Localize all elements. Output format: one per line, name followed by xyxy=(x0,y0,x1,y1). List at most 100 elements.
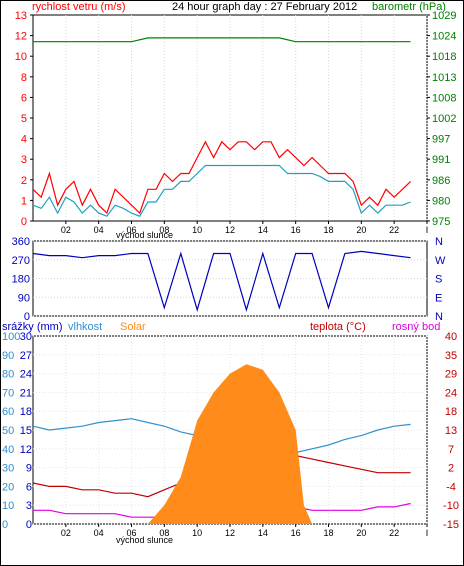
barometer-right-tick-label: 1024 xyxy=(432,31,456,43)
climate-x-tick-label: 16 xyxy=(291,528,301,538)
rain-tick-label: 12 xyxy=(20,444,32,456)
humidity-tick-label: 10 xyxy=(2,500,14,512)
wind-left-tick-label: 12 xyxy=(15,31,27,43)
climate-x-tick-label: 22 xyxy=(389,528,399,538)
wind-left-tick-label: 3 xyxy=(21,154,27,166)
humidity-tick-label: 50 xyxy=(2,425,14,437)
sunrise-note-top: východ slunce xyxy=(116,230,173,240)
humidity-tick-label: 20 xyxy=(2,481,14,493)
series-v-tr-n-razy xyxy=(32,164,411,217)
solar-axis-label: Solar xyxy=(120,321,146,333)
temperature-axis-label: teplota (°C) xyxy=(310,321,366,333)
humidity-tick-label: 30 xyxy=(2,463,14,475)
climate-x-tick-label: 20 xyxy=(356,528,366,538)
direction-right-tick-label: E xyxy=(435,292,442,304)
humidity-tick-label: 0 xyxy=(2,519,8,531)
humidity-tick-label: 60 xyxy=(2,406,14,418)
rain-tick-label: 27 xyxy=(20,350,32,362)
panel-wind-x-ticks: 02 04 06 08 10 12 14 16 18 20 22 I xyxy=(61,221,428,235)
climate-x-tick-label: 08 xyxy=(159,528,169,538)
barometer-right-tick-label: 997 xyxy=(432,134,450,146)
wind-left-tick-label: 0 xyxy=(21,216,27,228)
wind-x-tick-label: 18 xyxy=(323,225,333,235)
humidity-axis-label: vlhkost xyxy=(68,321,102,333)
wind-x-tick-label: 14 xyxy=(258,225,268,235)
barometer-right-tick-label: 975 xyxy=(432,216,450,228)
wind-left-tick-label: 6 xyxy=(21,92,27,104)
barometer-right-tick-label: 1013 xyxy=(432,72,456,84)
rain-tick-label: 24 xyxy=(20,369,32,381)
panel-climate-right-ticks: -15 -10 -4 2 7 13 18 24 29 35 40 xyxy=(443,331,459,531)
climate-x-tick-label: 18 xyxy=(323,528,333,538)
wind-x-tick-label: 12 xyxy=(225,225,235,235)
direction-left-tick-label: 180 xyxy=(12,274,30,286)
direction-right-tick-label: W xyxy=(435,255,446,267)
wind-left-tick-label: 5 xyxy=(21,113,27,125)
wind-left-tick-label: 13 xyxy=(15,10,27,22)
temperature-tick-label: 7 xyxy=(448,444,454,456)
panel-climate-x-ticks: 02 04 06 08 10 12 14 16 18 20 22 I xyxy=(61,524,428,538)
wind-left-tick-label: 8 xyxy=(21,72,27,84)
humidity-tick-label: 40 xyxy=(2,444,14,456)
temperature-tick-label: -4 xyxy=(446,481,456,493)
humidity-tick-label: 100 xyxy=(2,331,20,343)
humidity-tick-label: 70 xyxy=(2,387,14,399)
barometer-right-tick-label: 986 xyxy=(432,175,450,187)
direction-right-tick-label: N xyxy=(435,311,443,323)
direction-right-tick-label: S xyxy=(435,274,442,286)
wind-x-tick-label: 22 xyxy=(389,225,399,235)
wind-left-tick-label: 1 xyxy=(21,195,27,207)
barometer-axis-label: barometr (hPa) xyxy=(372,1,446,13)
wind-x-tick-label: 08 xyxy=(159,225,169,235)
rain-tick-label: 3 xyxy=(26,500,32,512)
barometer-right-tick-label: 991 xyxy=(432,154,450,166)
direction-left-tick-label: 90 xyxy=(18,292,30,304)
temperature-tick-label: 35 xyxy=(445,350,457,362)
series-rychlost-vetru-m-s- xyxy=(32,140,412,215)
wind-left-tick-label: 4 xyxy=(21,134,27,146)
climate-x-tick-label: 02 xyxy=(61,528,71,538)
panel-climate-series xyxy=(32,364,411,524)
panel-direction-left-ticks: 0 90 180 270 360 xyxy=(12,236,30,323)
climate-x-tick-label: 12 xyxy=(225,528,235,538)
wind-x-tick-label: 04 xyxy=(94,225,104,235)
panel-direction-series xyxy=(32,250,411,312)
barometer-right-tick-label: 1029 xyxy=(432,10,456,22)
temperature-tick-label: -10 xyxy=(443,500,459,512)
temperature-tick-label: 2 xyxy=(448,463,454,475)
rain-axis-label: srážky (mm) xyxy=(2,321,63,333)
barometer-right-tick-label: 980 xyxy=(432,195,450,207)
climate-x-tick-label: I xyxy=(426,528,429,538)
wind-x-tick-label: 02 xyxy=(61,225,71,235)
chart-title: 24 hour graph day : 27 February 2012 xyxy=(172,1,357,13)
wind-x-tick-label: 20 xyxy=(356,225,366,235)
humidity-tick-label: 90 xyxy=(2,350,14,362)
sunrise-note-bottom: východ slunce xyxy=(116,535,173,545)
wind-x-tick-label: I xyxy=(426,225,429,235)
direction-left-tick-label: 270 xyxy=(12,255,30,267)
barometer-right-tick-label: 1018 xyxy=(432,51,456,63)
barometer-right-tick-label: 1002 xyxy=(432,113,456,125)
temperature-tick-label: 24 xyxy=(445,387,457,399)
wind-x-tick-label: 06 xyxy=(126,225,136,235)
series-barometr-hpa- xyxy=(33,37,411,43)
humidity-tick-label: 80 xyxy=(2,369,14,381)
barometer-right-tick-label: 1008 xyxy=(432,92,456,104)
wind-left-tick-label: 10 xyxy=(15,51,27,63)
temperature-tick-label: -15 xyxy=(443,519,459,531)
direction-left-tick-label: 0 xyxy=(24,311,30,323)
direction-right-tick-label: N xyxy=(435,236,443,248)
series-solar xyxy=(147,364,313,524)
panel-climate-left-ticks: 0 3 6 9 12 15 18 21 24 27 30 0 10 20 30 40 50 60 70 80 90 100 xyxy=(2,331,32,531)
rain-tick-label: 9 xyxy=(26,463,32,475)
climate-x-tick-label: 06 xyxy=(126,528,136,538)
rain-tick-label: 6 xyxy=(26,481,32,493)
wind-x-tick-label: 16 xyxy=(291,225,301,235)
rain-tick-label: 30 xyxy=(20,331,32,343)
climate-x-tick-label: 10 xyxy=(192,528,202,538)
series-wind-direction xyxy=(32,250,411,312)
panel-wind-right-ticks: 975 980 986 991 997 1002 1008 1013 1018 1024 1029 xyxy=(427,10,456,228)
